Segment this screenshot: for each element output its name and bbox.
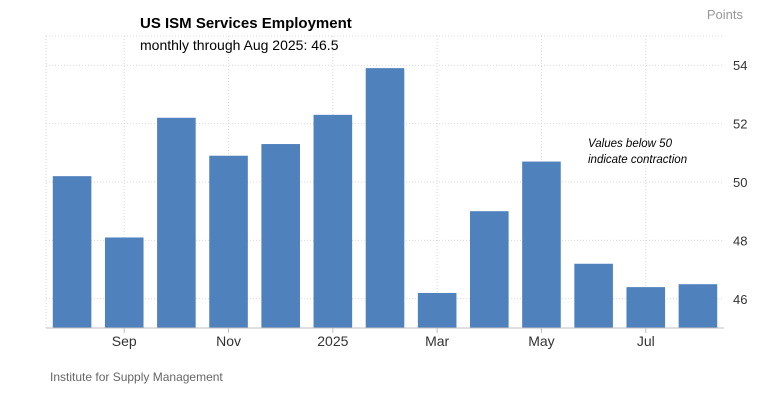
source-label: Institute for Supply Management — [50, 370, 223, 384]
axis-layer: 46 48 50 52 54 Sep Nov 2025 Mar May Jul — [46, 58, 747, 349]
bar-2 — [104, 237, 144, 328]
bar-4 — [209, 155, 248, 328]
bar-9 — [470, 211, 509, 328]
bar-13 — [678, 284, 718, 328]
y-tick-label: 54 — [733, 58, 747, 73]
bar-10 — [522, 161, 561, 328]
x-tick-label: Mar — [425, 333, 449, 349]
bar-layer — [52, 68, 718, 329]
bar-3 — [157, 117, 196, 328]
y-tick-label: 48 — [733, 233, 747, 248]
x-tick-label: Jul — [637, 333, 655, 349]
annotation-line-2: indicate contraction — [588, 154, 687, 166]
x-tick-label: Sep — [112, 333, 137, 349]
y-tick-label: 50 — [733, 175, 747, 190]
bar-1 — [52, 176, 92, 328]
bar-11 — [574, 263, 613, 328]
y-tick-label: 46 — [733, 292, 747, 307]
bar-8 — [417, 292, 457, 328]
chart-subtitle: monthly through Aug 2025: 46.5 — [140, 37, 339, 53]
chart-title: US ISM Services Employment — [140, 15, 352, 32]
y-tick-label: 52 — [733, 117, 747, 132]
bar-7 — [365, 68, 405, 329]
bar-5 — [261, 144, 300, 328]
bar-12 — [626, 287, 666, 328]
x-tick-label: Nov — [216, 333, 241, 349]
y-axis-unit-label: Points — [707, 7, 744, 22]
annotation-line-1: Values below 50 — [588, 138, 673, 150]
x-tick-label: May — [528, 333, 554, 349]
bar-6 — [313, 114, 353, 328]
x-tick-label: 2025 — [317, 333, 348, 349]
